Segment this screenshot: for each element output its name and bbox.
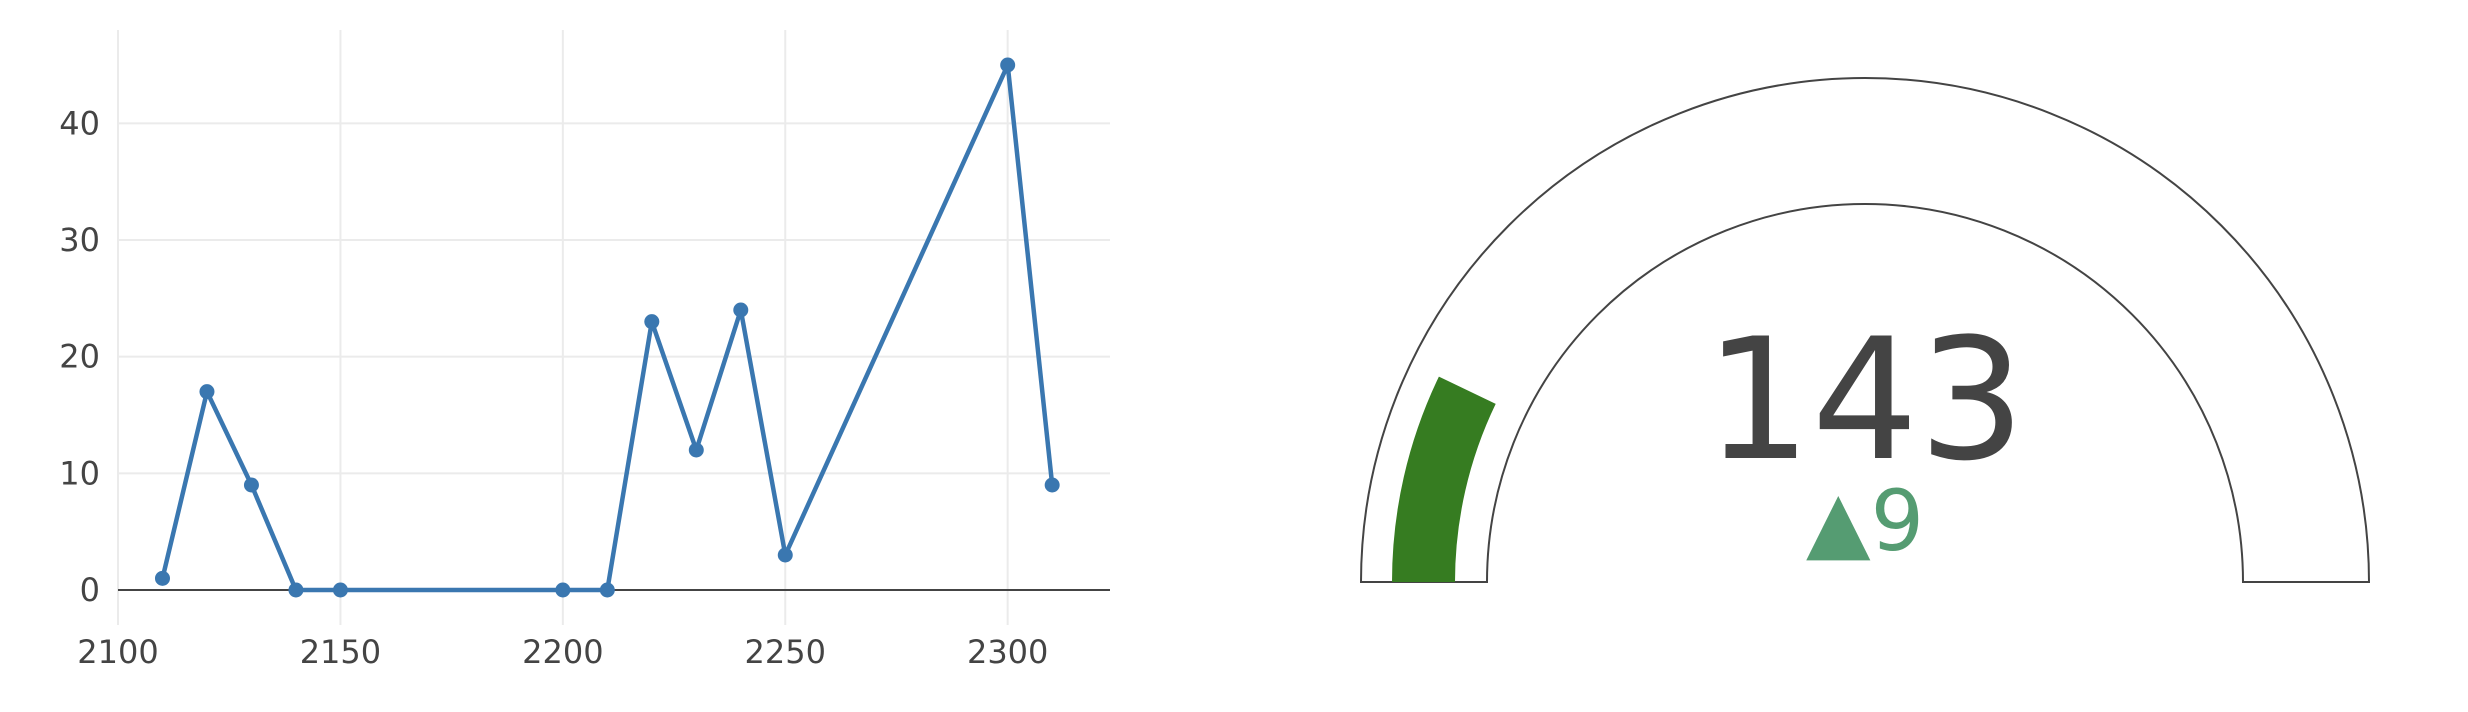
data-point	[332, 582, 348, 598]
gauge-delta: ▲9	[1806, 472, 1924, 570]
data-point	[733, 302, 749, 318]
x-tick-label: 2150	[300, 633, 381, 671]
gauge-value-bar	[1392, 376, 1496, 582]
data-point	[1044, 477, 1060, 493]
x-tick-labels: 2100 2150 2200 2250 2300	[77, 633, 1048, 671]
data-point	[599, 582, 615, 598]
data-point	[644, 314, 660, 330]
data-point	[688, 442, 704, 458]
data-point	[1000, 57, 1016, 73]
x-tick-label: 2200	[522, 633, 603, 671]
x-tick-label: 2100	[77, 633, 158, 671]
y-tick-labels: 0 10 20 30 40	[59, 104, 100, 609]
data-point	[243, 477, 259, 493]
data-point	[154, 570, 170, 586]
data-point	[555, 582, 571, 598]
gauge-value-number: 143	[1705, 302, 2026, 498]
data-points	[154, 57, 1060, 598]
gauge-delta-value: 9	[1871, 472, 1924, 570]
y-tick-label: 10	[59, 454, 100, 492]
gauge-track	[1359, 77, 2371, 583]
delta-up-arrow-icon: ▲	[1806, 472, 1871, 570]
y-tick-label: 30	[59, 221, 100, 259]
x-tick-label: 2300	[967, 633, 1048, 671]
data-point	[199, 384, 215, 400]
line-chart: 0 10 20 30 40 2100 2150 2200 2250 2300	[59, 30, 1110, 671]
data-point	[288, 582, 304, 598]
y-tick-label: 0	[80, 571, 100, 609]
data-point	[777, 547, 793, 563]
y-tick-label: 20	[59, 338, 100, 376]
y-tick-label: 40	[59, 104, 100, 142]
grid-lines	[117, 30, 1110, 625]
x-tick-label: 2250	[745, 633, 826, 671]
